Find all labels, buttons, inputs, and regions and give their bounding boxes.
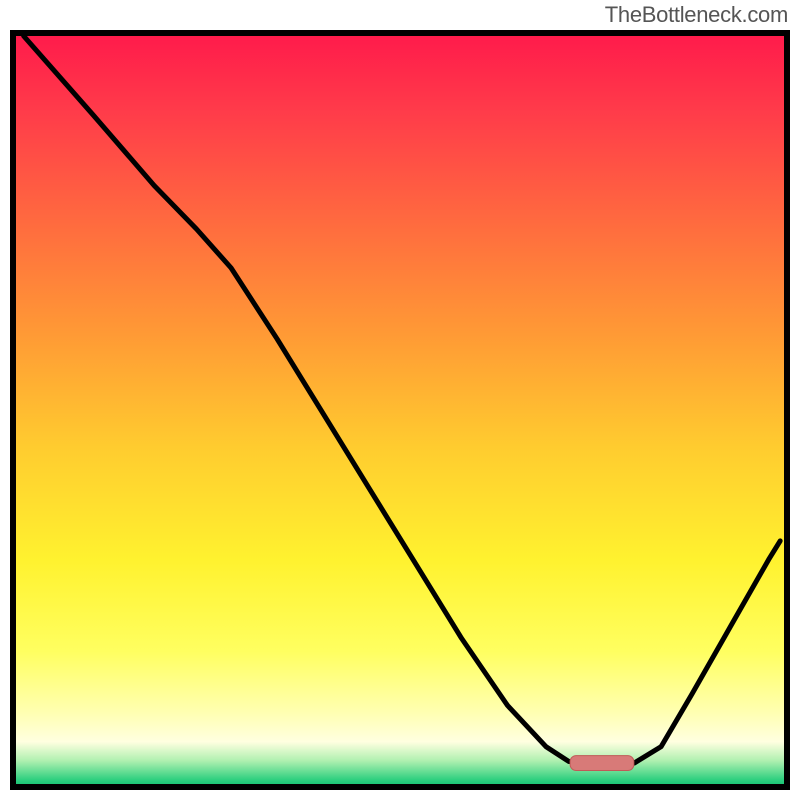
chart-background [13, 33, 787, 787]
chart-svg [10, 30, 790, 790]
bottleneck-chart [10, 30, 790, 790]
attribution-text: TheBottleneck.com [605, 2, 788, 28]
optimal-marker [570, 756, 634, 771]
